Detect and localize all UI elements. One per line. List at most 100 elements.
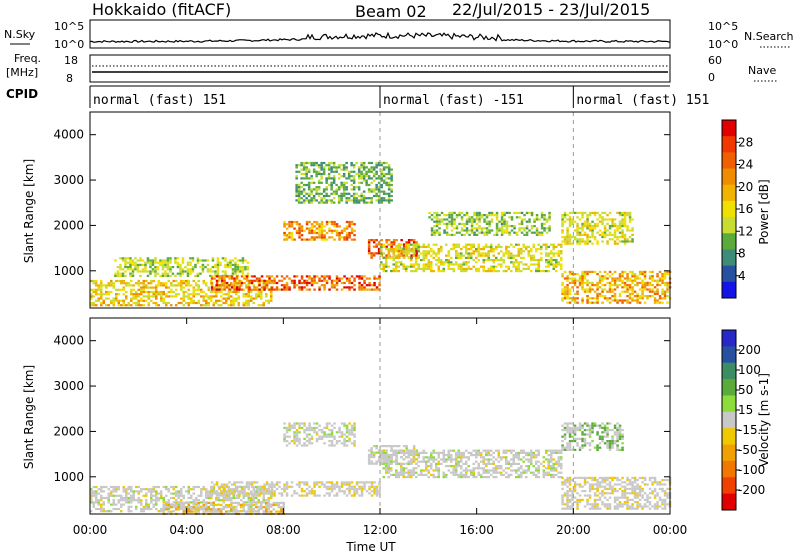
nave-tick-top: 60 xyxy=(708,54,722,67)
colorbar-tick-label: -15 xyxy=(738,423,758,437)
velocity-ylabel: Slant Range [km] xyxy=(22,365,36,469)
colorbar-tick-label: 16 xyxy=(738,202,753,216)
colorbar-swatch xyxy=(722,444,736,462)
colorbar-swatch xyxy=(722,477,736,495)
freq-tick-top: 18 xyxy=(64,54,78,67)
range-tick-label: 1000 xyxy=(53,470,84,484)
freq-label-1: Freq. xyxy=(14,52,41,65)
colorbar-tick-label: 20 xyxy=(738,180,753,194)
colorbar-tick-label: 50 xyxy=(738,383,753,397)
colorbar-tick-label: 8 xyxy=(738,247,746,261)
cpid-label: CPID xyxy=(6,87,38,101)
velocity-panel: 1000 2000 3000 4000 00:00 04:00 08:00 12:00 16:… xyxy=(22,317,688,554)
colorbar-tick-label: 15 xyxy=(738,403,753,417)
range-tick-label: 2000 xyxy=(53,218,84,232)
power-panel: 1000 2000 3000 4000 Slant Range [km] xyxy=(22,111,672,309)
colorbar-swatch xyxy=(722,493,736,511)
noise-sky-label: N.Sky xyxy=(4,28,36,41)
noise-tick-top: 10^5 xyxy=(54,20,84,33)
colorbar-swatch xyxy=(722,152,736,170)
time-tick-label: 12:00 xyxy=(363,523,398,537)
colorbar-swatch xyxy=(722,120,736,137)
colorbar-swatch xyxy=(722,330,736,347)
echo-region xyxy=(561,270,672,304)
colorbar-swatch xyxy=(722,281,736,299)
colorbar-tick-label: 12 xyxy=(738,224,753,238)
noise-search-label: N.Search xyxy=(744,30,794,43)
echo-region xyxy=(561,476,672,510)
colorbar-tick-label: -100 xyxy=(738,463,765,477)
echo-region xyxy=(210,275,381,291)
colorbar-tick-label: 100 xyxy=(738,363,761,377)
echo-region xyxy=(380,243,563,273)
colorbar-swatch xyxy=(722,200,736,218)
time-tick-label: 08:00 xyxy=(266,523,301,537)
power-colorbar: 28 24 20 16 12 8 4 Power [dB] xyxy=(721,119,771,299)
echo-region xyxy=(283,220,356,241)
colorbar-tick-label: -50 xyxy=(738,443,758,457)
time-tick-label: 00:00 xyxy=(653,523,688,537)
time-tick-label: 20:00 xyxy=(556,523,591,537)
echo-region xyxy=(283,422,356,447)
echo-region xyxy=(561,422,624,451)
freq-tick-bottom: 8 xyxy=(66,72,73,85)
colorbar-swatch xyxy=(722,460,736,478)
date-range-title: 22/Jul/2015 - 23/Jul/2015 xyxy=(452,0,650,19)
echo-region xyxy=(90,485,273,513)
colorbar-swatch xyxy=(722,265,736,283)
time-tick-label: 00:00 xyxy=(73,523,108,537)
colorbar-swatch xyxy=(722,411,736,429)
colorbar-swatch xyxy=(722,428,736,446)
echo-region xyxy=(210,481,381,497)
cpid-segment-label: normal (fast) 151 xyxy=(576,93,709,108)
power-colorbar-label: Power [dB] xyxy=(757,179,771,244)
range-tick-label: 3000 xyxy=(53,379,84,393)
range-tick-label: 2000 xyxy=(53,424,84,438)
range-tick-label: 4000 xyxy=(53,334,84,348)
colorbar-swatch xyxy=(722,184,736,202)
frequency-panel: Freq. [MHz] 18 8 60 0 Nave xyxy=(6,52,778,85)
colorbar-tick-label: 24 xyxy=(738,158,753,172)
colorbar-swatch xyxy=(722,249,736,267)
noise-tick-bottom: 10^0 xyxy=(54,38,84,51)
colorbar-swatch xyxy=(722,395,736,413)
noise-sky-line xyxy=(89,31,671,44)
velocity-colorbar-label: Velocity [m s-1] xyxy=(757,373,771,467)
nave-tick-bottom: 0 xyxy=(708,71,715,84)
colorbar-tick-label: 4 xyxy=(738,269,746,283)
time-xlabel: Time UT xyxy=(345,540,396,554)
colorbar-swatch xyxy=(722,346,736,364)
range-tick-label: 1000 xyxy=(53,264,84,278)
cpid-segment-label: normal (fast) 151 xyxy=(93,93,226,108)
colorbar-swatch xyxy=(722,136,736,153)
colorbar-swatch xyxy=(722,362,736,380)
cpid-segment-label: normal (fast) -151 xyxy=(383,93,524,108)
colorbar-tick-label: 200 xyxy=(738,343,761,357)
echo-region xyxy=(295,161,393,204)
colorbar-tick-label: 28 xyxy=(738,135,753,149)
noise-tick-top-right: 10^5 xyxy=(708,20,738,33)
beam-title: Beam 02 xyxy=(355,2,427,21)
colorbar-swatch xyxy=(722,233,736,250)
echo-region xyxy=(428,211,551,236)
station-title: Hokkaido (fitACF) xyxy=(92,0,231,19)
power-ylabel: Slant Range [km] xyxy=(22,159,36,263)
colorbar-swatch xyxy=(722,379,736,396)
noise-panel: N.Sky 10^5 10^0 10^5 10^0 N.Search xyxy=(4,19,794,51)
nave-label: Nave xyxy=(748,64,776,77)
time-tick-label: 04:00 xyxy=(169,523,204,537)
time-tick-label: 16:00 xyxy=(459,523,494,537)
echo-region xyxy=(114,257,250,277)
range-tick-label: 3000 xyxy=(53,173,84,187)
colorbar-swatch xyxy=(722,217,736,234)
cpid-panel: CPID normal (fast) 151 normal (fast) -151… xyxy=(6,85,709,108)
colorbar-tick-label: -200 xyxy=(738,483,765,497)
colorbar-swatch xyxy=(722,168,736,186)
echo-region xyxy=(380,449,563,479)
echo-region xyxy=(561,211,634,245)
noise-tick-bottom-right: 10^0 xyxy=(708,38,738,51)
velocity-colorbar: 200 100 50 15 -15 -50 -100 -200 Velocity [m s-1… xyxy=(721,329,771,511)
range-tick-label: 4000 xyxy=(53,128,84,142)
freq-label-2: [MHz] xyxy=(6,66,38,79)
